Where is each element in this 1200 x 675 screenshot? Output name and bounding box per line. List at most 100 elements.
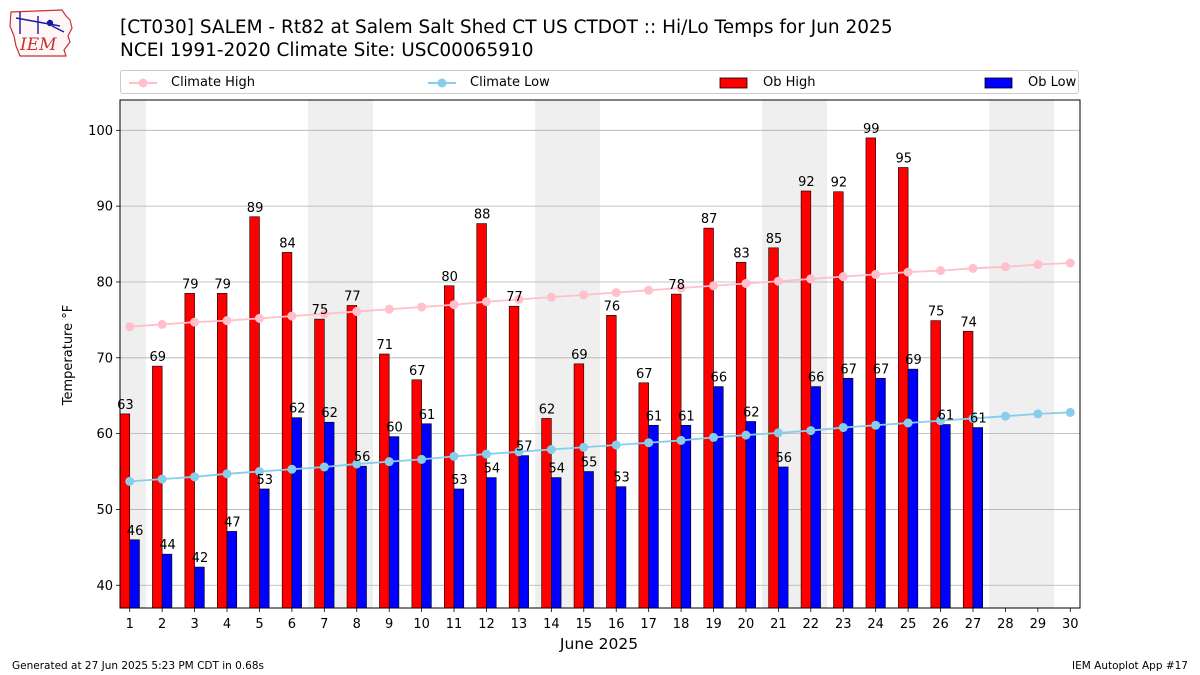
ob-high-bar (962, 330, 974, 609)
climate-low-point (903, 418, 913, 428)
ob-high-label: 80 (441, 270, 458, 285)
y-tick-label: 60 (96, 427, 113, 442)
climate-low-point (936, 416, 946, 426)
ob-low-bar (421, 423, 432, 609)
logo-text: IEM (19, 35, 57, 55)
weather-station-icon (15, 12, 65, 34)
ob-high-label: 92 (831, 176, 848, 191)
legend-label: Ob High (763, 75, 816, 90)
x-tick-label: 27 (965, 617, 982, 632)
x-tick-label: 16 (608, 617, 625, 632)
ob-high-label: 69 (571, 348, 588, 363)
legend-label: Climate High (171, 75, 256, 90)
climate-high-point (644, 285, 654, 295)
x-tick-label: 7 (320, 617, 328, 632)
ob-low-bar (907, 368, 919, 609)
ob-low-label: 56 (775, 451, 792, 466)
ob-low-label: 67 (840, 362, 857, 377)
climate-high-point (157, 319, 167, 329)
ob-low-bar (940, 424, 951, 609)
ob-high-bar (152, 365, 163, 609)
climate-high-point (384, 304, 394, 314)
climate-high-point (968, 263, 978, 273)
ob-low-label: 61 (419, 408, 436, 423)
climate-low-point (709, 432, 719, 442)
ob-high-label: 77 (344, 289, 361, 304)
climate-low-point (968, 413, 978, 423)
climate-high-line (129, 262, 1071, 328)
ob-high-bar (281, 252, 293, 609)
climate-low-point (190, 472, 200, 482)
ob-low-bar (291, 417, 302, 609)
ob-low-bar (615, 486, 627, 609)
climate-low-point (871, 420, 881, 430)
ob-high-bar (768, 247, 779, 609)
ob-low-label: 62 (289, 402, 306, 417)
legend: Climate High Climate Low Ob High Ob Low (120, 70, 1079, 94)
x-tick-label: 12 (478, 617, 495, 632)
climate-low-point (773, 428, 783, 438)
climate-high-point (190, 317, 200, 327)
climate-high-point (254, 313, 264, 323)
ob-high-bar (249, 216, 260, 609)
ob-high-label: 77 (506, 290, 523, 305)
climate-high-point (871, 269, 881, 279)
generated-timestamp: Generated at 27 Jun 2025 5:23 PM CDT in … (12, 660, 265, 672)
ob-high-label: 92 (798, 175, 815, 190)
iowa-outline-icon (9, 9, 73, 57)
x-tick-label: 23 (835, 617, 852, 632)
chart-subtitle: NCEI 1991-2020 Climate Site: USC00065910 (120, 40, 534, 61)
ob-high-label: 63 (117, 398, 134, 413)
ob-low-bar (648, 424, 659, 609)
y-tick-label: 70 (96, 351, 113, 366)
climate-low-point (1065, 407, 1075, 417)
climate-high-point (1065, 258, 1075, 268)
ob-low-bar (518, 455, 529, 609)
y-tick-label: 40 (96, 579, 113, 594)
climate-high-point (773, 276, 783, 286)
ob-low-bar (324, 421, 335, 609)
y-tick-label: 90 (96, 200, 113, 215)
ob-low-bar (972, 427, 984, 609)
x-tick-label: 29 (1030, 617, 1047, 632)
ob-low-bar (259, 488, 270, 609)
ob-low-label: 54 (548, 462, 565, 477)
climate-high-point (1033, 260, 1043, 270)
climate-high-point (806, 274, 816, 284)
ob-low-bar (453, 488, 465, 609)
x-tick-label: 28 (997, 617, 1014, 632)
x-tick-label: 9 (385, 617, 393, 632)
ob-low-bar (129, 539, 140, 609)
climate-low-point (449, 451, 459, 461)
ob-high-bar (573, 363, 585, 609)
x-tick-label: 22 (803, 617, 820, 632)
ob-low-label: 55 (581, 456, 598, 471)
ob-high-label: 75 (312, 303, 329, 318)
x-tick-label: 21 (770, 617, 787, 632)
ob-low-label: 61 (678, 409, 695, 424)
ob-high-label: 89 (247, 201, 264, 216)
climate-low-point (352, 459, 362, 469)
ob-high-label: 69 (150, 350, 167, 365)
x-tick-label: 14 (543, 617, 560, 632)
plot-frame (119, 99, 1081, 609)
ob-high-label: 75 (928, 305, 945, 320)
ob-high-label: 95 (895, 151, 912, 166)
ob-high-label: 88 (474, 208, 491, 223)
x-tick-label: 25 (900, 617, 917, 632)
x-tick-label: 18 (673, 617, 690, 632)
ob-high-label: 76 (604, 299, 621, 314)
weekend-shade (1021, 100, 1055, 608)
ob-low-bar (680, 424, 692, 609)
climate-low-swatch-icon (428, 78, 456, 88)
ob-low-label: 62 (321, 406, 338, 421)
ob-high-swatch-icon (719, 77, 748, 89)
climate-low-point (1000, 411, 1010, 421)
climate-low-point (611, 440, 621, 450)
ob-high-label: 99 (863, 122, 880, 137)
climate-low-point (579, 442, 589, 452)
ob-low-label: 47 (224, 515, 241, 530)
x-tick-label: 20 (738, 617, 755, 632)
x-tick-label: 30 (1062, 617, 1079, 632)
